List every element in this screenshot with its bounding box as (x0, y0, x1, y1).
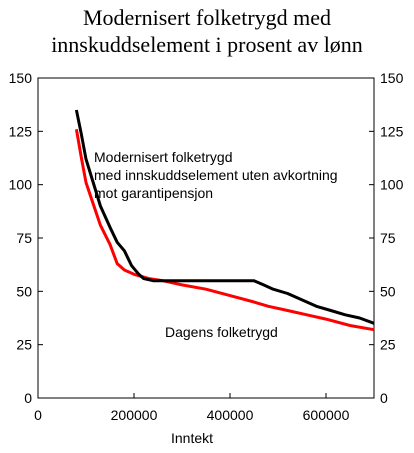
series-label-dagens: Dagens folketrygd (165, 324, 278, 340)
y-tick-label-right: 25 (380, 337, 396, 353)
chart-title-line-1: Modernisert folketrygd med (82, 5, 332, 30)
y-tick-label-right: 150 (380, 70, 404, 86)
y-tick-label-right: 0 (380, 390, 388, 406)
y-tick-label-left: 75 (16, 230, 32, 246)
x-tick-label: 400000 (207, 407, 254, 423)
x-tick-label: 0 (34, 407, 42, 423)
y-tick-label-right: 125 (380, 123, 404, 139)
series-label-modernisert-line-3: mot garantipensjon (94, 185, 213, 201)
chart-title-line-2: innskuddselement i prosent av lønn (51, 32, 363, 57)
y-tick-label-left: 125 (9, 123, 33, 139)
y-tick-label-left: 100 (9, 177, 33, 193)
y-tick-label-right: 50 (380, 283, 396, 299)
series-label-modernisert-line-2: med innskuddselement uten avkortning (94, 167, 338, 183)
series-line-modernisert (74, 109, 375, 325)
plot-frame (37, 77, 375, 399)
y-tick-label-left: 50 (16, 283, 32, 299)
y-tick-label-left: 0 (24, 390, 32, 406)
x-tick-label: 600000 (303, 407, 350, 423)
series-label-modernisert-line-1: Modernisert folketrygd (94, 149, 233, 165)
y-tick-label-right: 75 (380, 230, 396, 246)
x-tick-label: 200000 (111, 407, 158, 423)
y-tick-label-left: 150 (9, 70, 33, 86)
y-tick-label-right: 100 (380, 177, 404, 193)
x-axis-label: Inntekt (171, 430, 213, 446)
y-tick-label-left: 25 (16, 337, 32, 353)
chart-title: Modernisert folketrygd med innskuddselem… (0, 4, 414, 58)
